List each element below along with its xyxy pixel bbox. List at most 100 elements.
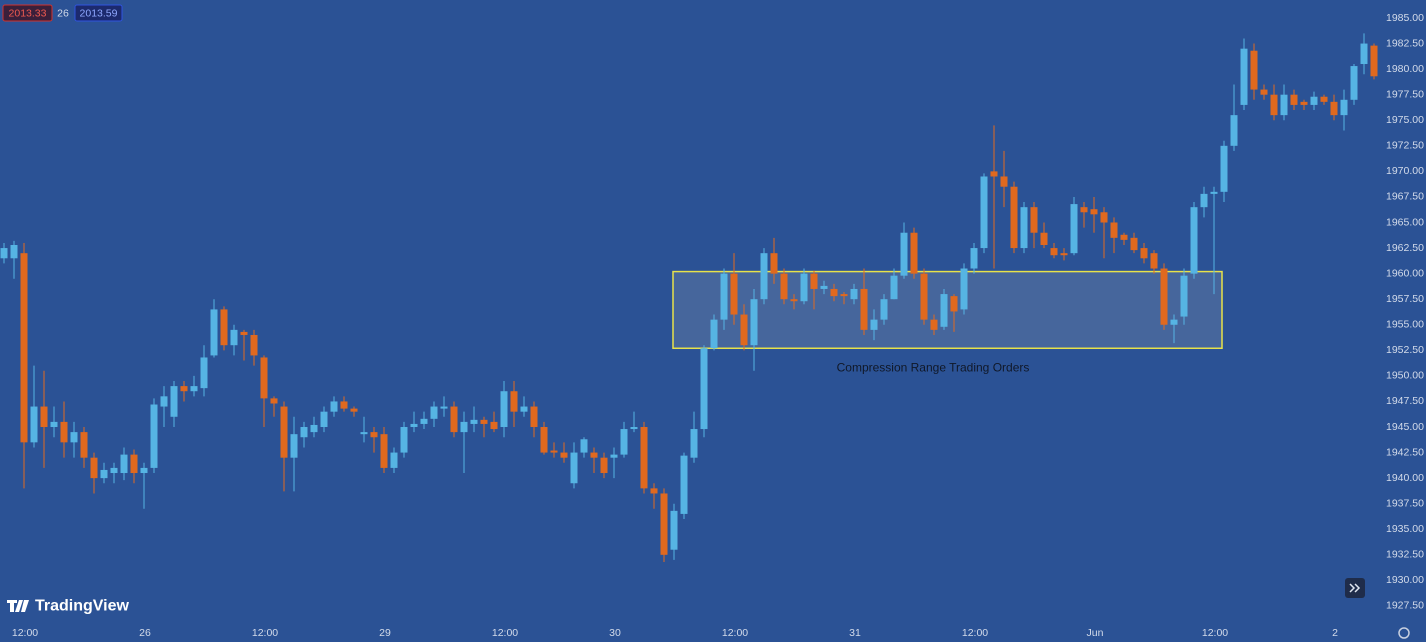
candle-body [1350, 66, 1358, 100]
y-tick-label: 1932.50 [1386, 549, 1424, 561]
candle-body [200, 357, 208, 389]
candle-body [700, 348, 708, 430]
candle-body [1030, 207, 1038, 233]
candle-body [560, 452, 568, 458]
candle-body [1290, 94, 1298, 105]
candle-body [620, 429, 628, 455]
scroll-button[interactable] [1345, 578, 1365, 598]
y-tick-label: 1985.00 [1386, 12, 1424, 24]
sell-tag-box [2, 4, 53, 22]
candle-body [670, 510, 678, 550]
candle-body [290, 434, 298, 458]
candle-body [1140, 248, 1148, 259]
candle-body [330, 401, 338, 412]
candle-body [1270, 94, 1278, 116]
candle-body [340, 401, 348, 409]
candle-body [1110, 222, 1118, 238]
candle-body [80, 432, 88, 458]
candle-body [1000, 176, 1008, 187]
candle-body [240, 331, 248, 335]
y-tick-label: 1980.00 [1386, 63, 1424, 75]
candle-body [1150, 253, 1158, 269]
candle-body [1260, 89, 1268, 95]
candle-body [190, 386, 198, 392]
candle-body [1180, 275, 1188, 317]
candle-body [1220, 145, 1228, 192]
candle-body [90, 457, 98, 479]
y-tick-label: 1955.00 [1386, 319, 1424, 331]
candle-body [10, 244, 18, 259]
candle-body [310, 424, 318, 433]
candle-body [20, 253, 28, 443]
candle-body [820, 285, 828, 289]
settings-icon[interactable] [1398, 627, 1410, 639]
candle-body [160, 396, 168, 407]
candle-body [1160, 268, 1168, 325]
settings[interactable] [1398, 627, 1410, 639]
candle-body [770, 253, 778, 274]
candle-body [1310, 96, 1318, 105]
x-tick-label: 29 [379, 627, 391, 639]
x-tick-label: 12:00 [252, 627, 278, 639]
candle-body [150, 404, 158, 468]
annotation-text: Compression Range Trading Orders [837, 360, 1030, 374]
buy-tag-box [74, 4, 123, 22]
candle-body [230, 329, 238, 346]
candle-body [720, 273, 728, 320]
x-tick-label: 30 [609, 627, 621, 639]
y-tick-label: 1970.00 [1386, 165, 1424, 177]
candle-body [1010, 186, 1018, 249]
candle-body [280, 406, 288, 458]
candle-body [170, 386, 178, 417]
price-tags: 2013.33 26 2013.59 [2, 4, 123, 22]
y-tick-label: 1937.50 [1386, 497, 1424, 509]
candle-body [710, 319, 718, 349]
candle-body [980, 176, 988, 249]
candle-body [60, 421, 68, 443]
candle-body [590, 452, 598, 458]
x-tick-label: 12:00 [722, 627, 748, 639]
x-tick-label: 12:00 [492, 627, 518, 639]
candle-body [800, 273, 808, 302]
candle-body [1250, 50, 1258, 90]
candle-body [1200, 193, 1208, 208]
candle-body [900, 232, 908, 276]
y-tick-label: 1972.50 [1386, 140, 1424, 152]
candle-body [440, 406, 448, 409]
candle-body [990, 171, 998, 177]
candle-body [1070, 204, 1078, 254]
candle-body [660, 493, 668, 555]
candle-body [300, 427, 308, 438]
candle-body [1120, 234, 1128, 240]
candle-body [250, 334, 258, 356]
candle-body [460, 421, 468, 433]
candle-body [730, 273, 738, 315]
candle-body [400, 427, 408, 453]
candle-body [1050, 248, 1058, 256]
y-tick-label: 1952.50 [1386, 344, 1424, 356]
spread: 26 [57, 7, 69, 19]
y-tick-label: 1967.50 [1386, 191, 1424, 203]
candle-body [790, 299, 798, 302]
candle-body [140, 467, 148, 474]
candle-body [1210, 191, 1218, 194]
y-tick-label: 1977.50 [1386, 88, 1424, 100]
y-tick-label: 1930.00 [1386, 574, 1424, 586]
candle-body [830, 288, 838, 297]
watermark: TradingView [7, 598, 130, 615]
candle-body [480, 419, 488, 424]
candle-body [70, 432, 78, 443]
y-tick-label: 1957.50 [1386, 293, 1424, 305]
y-tick-label: 1982.50 [1386, 37, 1424, 49]
candle-body [450, 406, 458, 433]
y-tick-label: 1950.00 [1386, 370, 1424, 382]
candle-body [390, 452, 398, 468]
candle-body [550, 450, 558, 453]
candle-body [960, 268, 968, 310]
candle-body [750, 299, 758, 346]
y-tick-label: 1940.00 [1386, 472, 1424, 484]
x-tick-label: 12:00 [12, 627, 38, 639]
candle-body [130, 454, 138, 474]
candle-body [740, 314, 748, 346]
candle-body [530, 406, 538, 428]
